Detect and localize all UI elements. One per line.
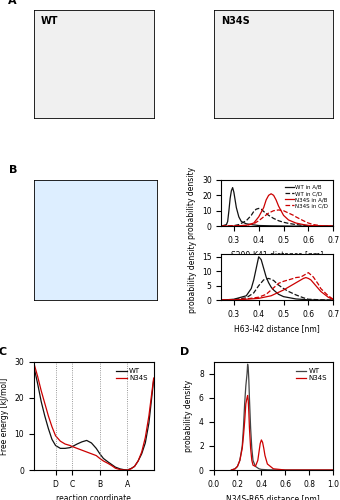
Y-axis label: probability density: probability density (184, 380, 193, 452)
Y-axis label: probability density: probability density (187, 167, 197, 239)
Text: A: A (8, 0, 16, 6)
X-axis label: N34S-R65 distance [nm]: N34S-R65 distance [nm] (226, 494, 320, 500)
Text: C: C (0, 348, 6, 358)
Y-axis label: probability density: probability density (188, 241, 197, 313)
Y-axis label: Free energy [kJ/mol]: Free energy [kJ/mol] (0, 378, 9, 454)
Legend: WT in A/B, WT in C/D, N34S in A/B, N34S in C/D: WT in A/B, WT in C/D, N34S in A/B, N34S … (283, 182, 330, 210)
Legend: WT, N34S: WT, N34S (114, 366, 150, 384)
Text: D: D (180, 348, 189, 358)
X-axis label: reaction coordinate: reaction coordinate (56, 494, 131, 500)
X-axis label: S200-K41 distance [nm]: S200-K41 distance [nm] (231, 250, 323, 260)
Text: WT: WT (41, 16, 59, 26)
Text: N34S: N34S (221, 16, 250, 26)
Legend: WT, N34S: WT, N34S (293, 366, 330, 384)
X-axis label: H63-I42 distance [nm]: H63-I42 distance [nm] (235, 324, 320, 334)
Text: B: B (10, 165, 18, 175)
